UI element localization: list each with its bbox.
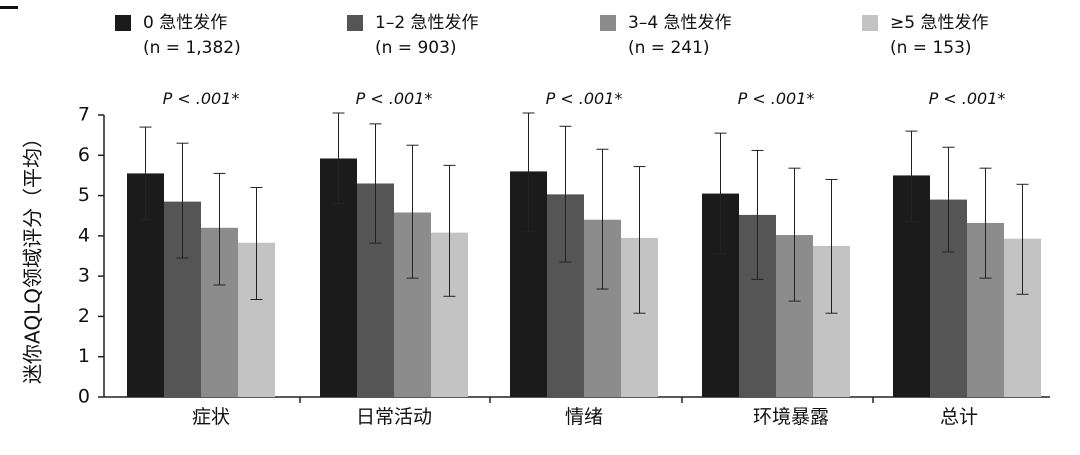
pvalue-label-2: P < .001* xyxy=(546,89,623,108)
legend-swatch-0 xyxy=(115,15,131,31)
y-tick-label-3: 3 xyxy=(78,265,90,287)
corner-dash xyxy=(0,6,18,9)
legend-swatch-3 xyxy=(862,15,878,31)
pvalue-label-1: P < .001* xyxy=(356,89,433,108)
y-tick-label-7: 7 xyxy=(78,104,90,126)
pvalue-label-0: P < .001* xyxy=(163,89,240,108)
legend-label-0: 0 急性发作 xyxy=(143,13,228,33)
category-label-3: 环境暴露 xyxy=(753,406,829,428)
y-tick-label-1: 1 xyxy=(78,345,90,367)
y-tick-label-0: 0 xyxy=(78,386,90,408)
y-tick-label-5: 5 xyxy=(78,184,90,206)
y-tick-label-2: 2 xyxy=(78,305,90,327)
legend-label-1: 1–2 急性发作 xyxy=(375,13,479,33)
y-tick-label-6: 6 xyxy=(78,144,90,166)
category-label-1: 日常活动 xyxy=(356,406,432,428)
marks-layer: 0 1 2 3 4 5 6 7 症状 P < .001* 日常活动 P < .001* 情绪 P < .0… xyxy=(78,89,1041,428)
category-label-4: 总计 xyxy=(940,406,978,428)
legend-swatch-2 xyxy=(600,15,616,31)
legend-swatch-1 xyxy=(347,15,363,31)
legend-n-2: (n = 241) xyxy=(628,38,710,58)
category-label-0: 症状 xyxy=(192,406,230,428)
category-label-2: 情绪 xyxy=(565,406,603,428)
legend-n-0: (n = 1,382) xyxy=(143,38,241,58)
y-axis-label: 迷你AQLQ领域评分（平均） xyxy=(21,128,45,384)
pvalue-label-4: P < .001* xyxy=(929,89,1006,108)
legend-n-1: (n = 903) xyxy=(375,38,457,58)
legend-label-3: ≥5 急性发作 xyxy=(890,13,989,33)
y-tick-label-4: 4 xyxy=(78,224,90,246)
pvalue-label-3: P < .001* xyxy=(738,89,815,108)
legend-label-2: 3–4 急性发作 xyxy=(628,13,732,33)
legend-n-3: (n = 153) xyxy=(890,38,972,58)
